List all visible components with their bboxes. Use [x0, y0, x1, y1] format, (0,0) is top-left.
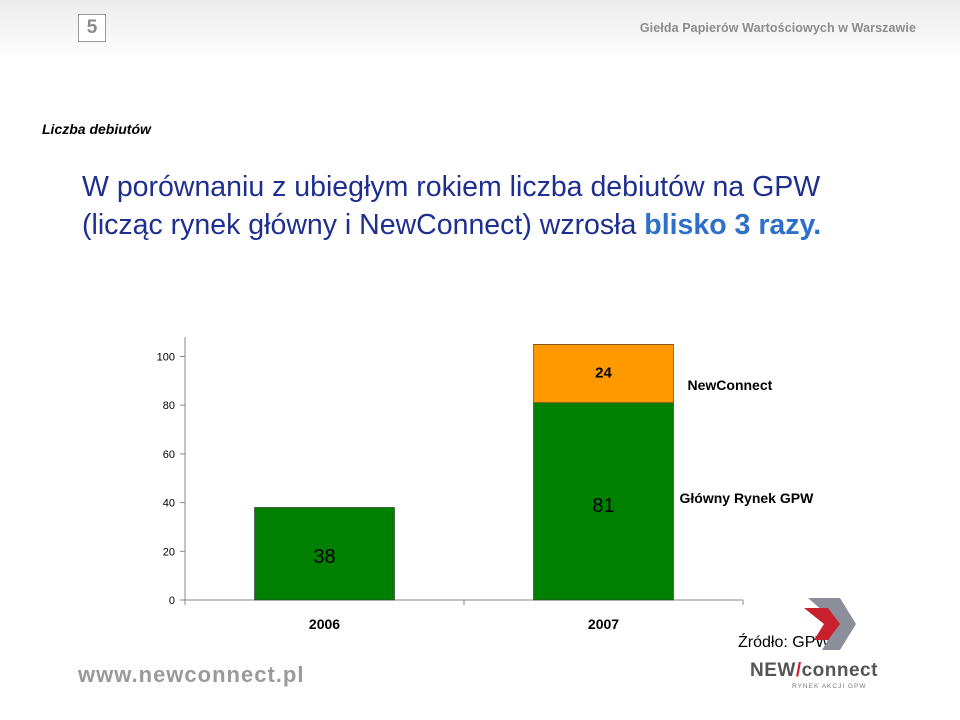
data-label: 81: [592, 495, 614, 517]
y-tick-label: 40: [163, 498, 175, 510]
bar-g-wny-rynek-gpw-2007: [533, 402, 674, 601]
headline-highlight: blisko 3 razy.: [644, 209, 822, 241]
x-tick-label: 2007: [588, 616, 619, 632]
organization-name: Giełda Papierów Wartościowych w Warszawi…: [639, 21, 916, 35]
legend-newconnect: NewConnect: [688, 377, 773, 393]
y-tick-label: 100: [157, 351, 175, 363]
y-tick-label: 80: [163, 400, 175, 412]
newconnect-logo-subtext: RYNEK AKCJI GPW: [792, 683, 867, 690]
section-label: Liczba debiutów: [42, 121, 151, 137]
bar-newconnect-2007: [533, 344, 674, 404]
y-tick-label: 0: [169, 595, 175, 607]
headline: W porównaniu z ubiegłym rokiem liczba de…: [82, 168, 842, 244]
logo-new: NEW: [750, 660, 796, 681]
legend-glowny-rynek: Główny Rynek GPW: [680, 490, 815, 506]
source-note: Źródło: GPW: [738, 634, 831, 651]
x-tick-label: 2006: [309, 616, 340, 632]
footer-url: www.newconnect.pl: [78, 662, 305, 687]
bar-g-wny-rynek-gpw-2006: [254, 507, 395, 601]
logo-slash: /: [795, 660, 802, 681]
logo-connect: connect: [801, 660, 878, 681]
newconnect-logo-text: NEW/connect: [750, 660, 878, 682]
data-label: 38: [313, 546, 335, 568]
slide-number: 5: [78, 14, 106, 42]
y-tick-label: 60: [163, 449, 175, 461]
newconnect-logo-mark: [804, 598, 856, 650]
header-bar: [0, 0, 960, 60]
headline-text: W porównaniu z ubiegłym rokiem liczba de…: [82, 171, 821, 241]
data-label: 24: [595, 365, 612, 382]
y-tick-label: 20: [163, 546, 175, 558]
